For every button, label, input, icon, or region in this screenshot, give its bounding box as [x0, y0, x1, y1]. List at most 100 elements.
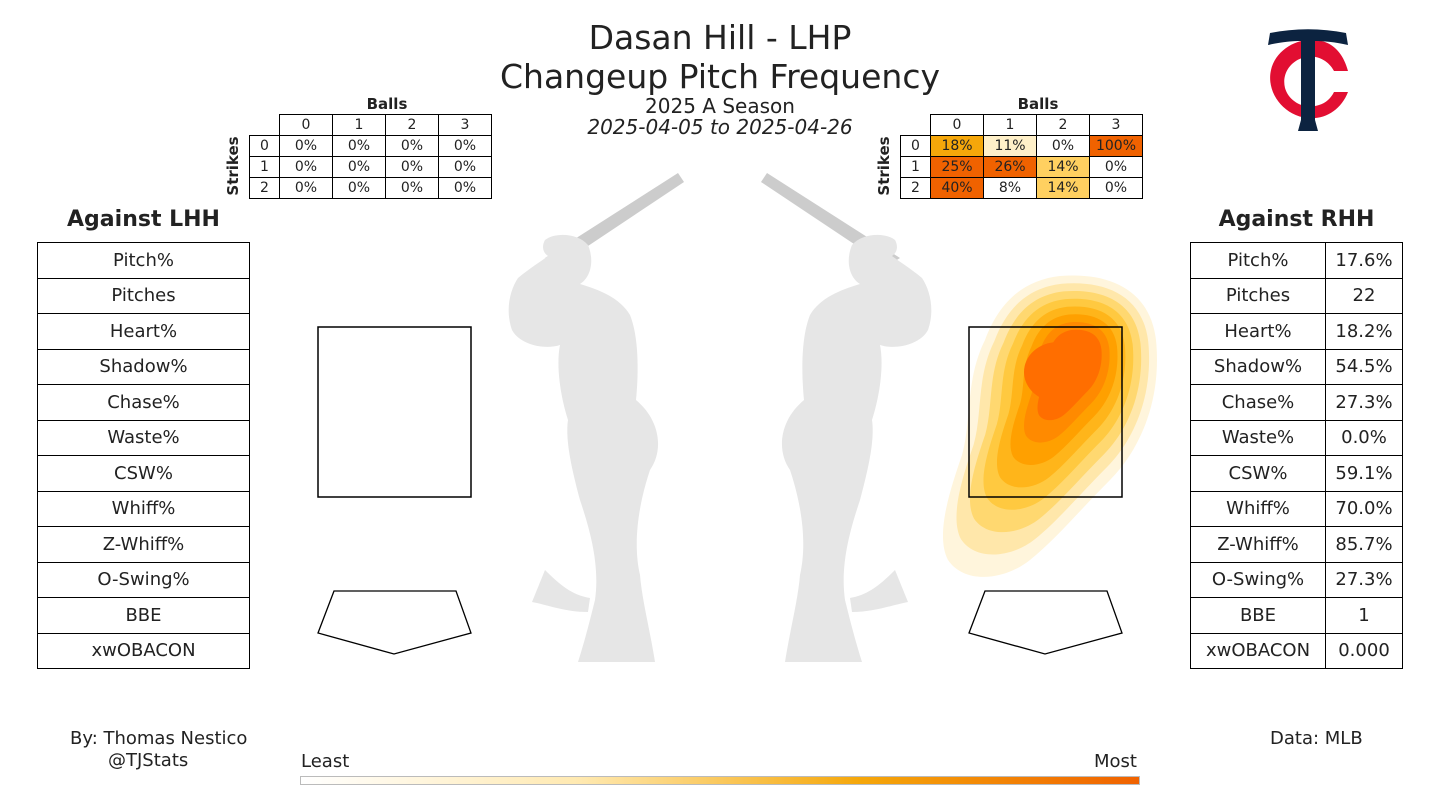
count-cell: 0%: [385, 135, 439, 157]
count-table-lhh: 0 1 2 3 0 0% 0% 0% 0% 1 0% 0% 0% 0% 2 0% 0% 0% 0%: [249, 114, 492, 199]
colorbar: [300, 776, 1140, 785]
stat-label: Pitches: [1190, 277, 1326, 314]
table-row: O-Swing% 27.3%: [1190, 561, 1403, 598]
table-row: Pitch% 17.6%: [1190, 242, 1403, 279]
stat-value: 27.3%: [1325, 384, 1403, 421]
stat-label: CSW%: [1190, 455, 1326, 492]
chart-subtitle: Changeup Pitch Frequency: [499, 57, 940, 96]
stat-value: 85.7%: [1325, 526, 1403, 563]
table-row: Shadow% 54.5%: [1190, 348, 1403, 385]
stat-label: Heart%: [1190, 313, 1326, 350]
count-cell: 0%: [1089, 156, 1143, 178]
count-cell: 26%: [983, 156, 1037, 178]
table-row: Whiff% 70.0%: [1190, 490, 1403, 527]
strike-zone-lhh: [317, 326, 472, 498]
stat-label: Pitches: [37, 277, 250, 314]
balls-header-0: 0: [279, 114, 333, 136]
count-cell: 0%: [332, 177, 386, 199]
strike-zone-graphic: [317, 173, 1157, 663]
stat-value: 0.000: [1325, 632, 1403, 669]
stat-label: xwOBACON: [37, 632, 250, 669]
table-row: Heart% 18.2%: [1190, 313, 1403, 350]
right-batter-silhouette: [761, 173, 932, 663]
count-cell: 11%: [983, 135, 1037, 157]
table-row: Whiff%: [37, 490, 250, 527]
table-row: Z-Whiff%: [37, 526, 250, 563]
balls-header-3: 3: [438, 114, 492, 136]
table-row: BBE: [37, 597, 250, 634]
balls-axis-label-rhh: Balls: [1017, 95, 1059, 113]
rhh-pitch-density-heatmap: [942, 275, 1157, 577]
count-cell: 100%: [1089, 135, 1143, 157]
table-row: Heart%: [37, 313, 250, 350]
rhh-heading: Against RHH: [1218, 207, 1375, 232]
season-label: 2025 A Season: [645, 94, 795, 118]
strike-zone-rhh: [968, 326, 1123, 498]
stat-label: Shadow%: [37, 348, 250, 385]
stat-label: Chase%: [1190, 384, 1326, 421]
count-cell: 0%: [438, 177, 492, 199]
count-cell: 14%: [1036, 177, 1090, 199]
stat-label: Waste%: [1190, 419, 1326, 456]
count-cell: 0%: [385, 156, 439, 178]
balls-header-2: 2: [1036, 114, 1090, 136]
count-cell: 0%: [1089, 177, 1143, 199]
strikes-header-2: 2: [249, 177, 280, 199]
strikes-header-1: 1: [249, 156, 280, 178]
count-cell: 0%: [1036, 135, 1090, 157]
table-row: Chase% 27.3%: [1190, 384, 1403, 421]
table-row: Pitches: [37, 277, 250, 314]
stat-label: BBE: [1190, 597, 1326, 634]
balls-header-0: 0: [930, 114, 984, 136]
stat-label: Heart%: [37, 313, 250, 350]
stat-value: 18.2%: [1325, 313, 1403, 350]
stat-value: 1: [1325, 597, 1403, 634]
author-credit: By: Thomas Nestico: [70, 728, 248, 749]
strikes-header-0: 0: [249, 135, 280, 157]
stat-value: 22: [1325, 277, 1403, 314]
table-row: BBE 1: [1190, 597, 1403, 634]
density-core: [1024, 342, 1092, 402]
count-cell: 25%: [930, 156, 984, 178]
count-cell: 8%: [983, 177, 1037, 199]
stat-value: 59.1%: [1325, 455, 1403, 492]
balls-header-1: 1: [332, 114, 386, 136]
chart-title: Dasan Hill - LHP: [588, 18, 852, 57]
balls-axis-label-lhh: Balls: [366, 95, 408, 113]
strikes-axis-label-lhh: Strikes: [224, 136, 242, 196]
stat-value: 27.3%: [1325, 561, 1403, 598]
colorbar-max-label: Most: [1094, 751, 1137, 772]
stat-value: 17.6%: [1325, 242, 1403, 279]
stat-label: Whiff%: [37, 490, 250, 527]
stat-label: Chase%: [37, 384, 250, 421]
stat-value: 70.0%: [1325, 490, 1403, 527]
count-cell: 0%: [279, 156, 333, 178]
table-row: Shadow%: [37, 348, 250, 385]
table-row: Pitches 22: [1190, 277, 1403, 314]
stat-label: Pitch%: [1190, 242, 1326, 279]
stat-label: CSW%: [37, 455, 250, 492]
stat-label: Pitch%: [37, 242, 250, 279]
count-cell: 0%: [332, 135, 386, 157]
stat-label: Z-Whiff%: [1190, 526, 1326, 563]
strikes-header-0: 0: [900, 135, 931, 157]
stats-table-rhh: Pitch% 17.6% Pitches 22 Heart% 18.2% Shadow% 54…: [1190, 242, 1403, 669]
count-cell: 0%: [279, 135, 333, 157]
stats-table-lhh: Pitch% Pitches Heart% Shadow% Chase% Waste% CS…: [37, 242, 250, 669]
twins-tc-logo-icon: [1268, 29, 1348, 131]
stat-label: O-Swing%: [1190, 561, 1326, 598]
author-handle: @TJStats: [108, 750, 189, 771]
stat-label: Whiff%: [1190, 490, 1326, 527]
table-row: Waste% 0.0%: [1190, 419, 1403, 456]
table-row: xwOBACON 0.000: [1190, 632, 1403, 669]
stat-value: 0.0%: [1325, 419, 1403, 456]
count-cell: 0%: [385, 177, 439, 199]
stat-label: xwOBACON: [1190, 632, 1326, 669]
date-range: 2025-04-05 to 2025-04-26: [587, 115, 853, 139]
count-table-rhh: 0 1 2 3 0 18% 11% 0% 100% 1 25% 26% 14% 0% 2 40% 8% 14% 0%: [900, 114, 1143, 199]
home-plate-lhh: [317, 590, 472, 655]
stat-label: Shadow%: [1190, 348, 1326, 385]
table-row: Chase%: [37, 384, 250, 421]
left-batter-silhouette: [508, 173, 684, 663]
stat-label: BBE: [37, 597, 250, 634]
